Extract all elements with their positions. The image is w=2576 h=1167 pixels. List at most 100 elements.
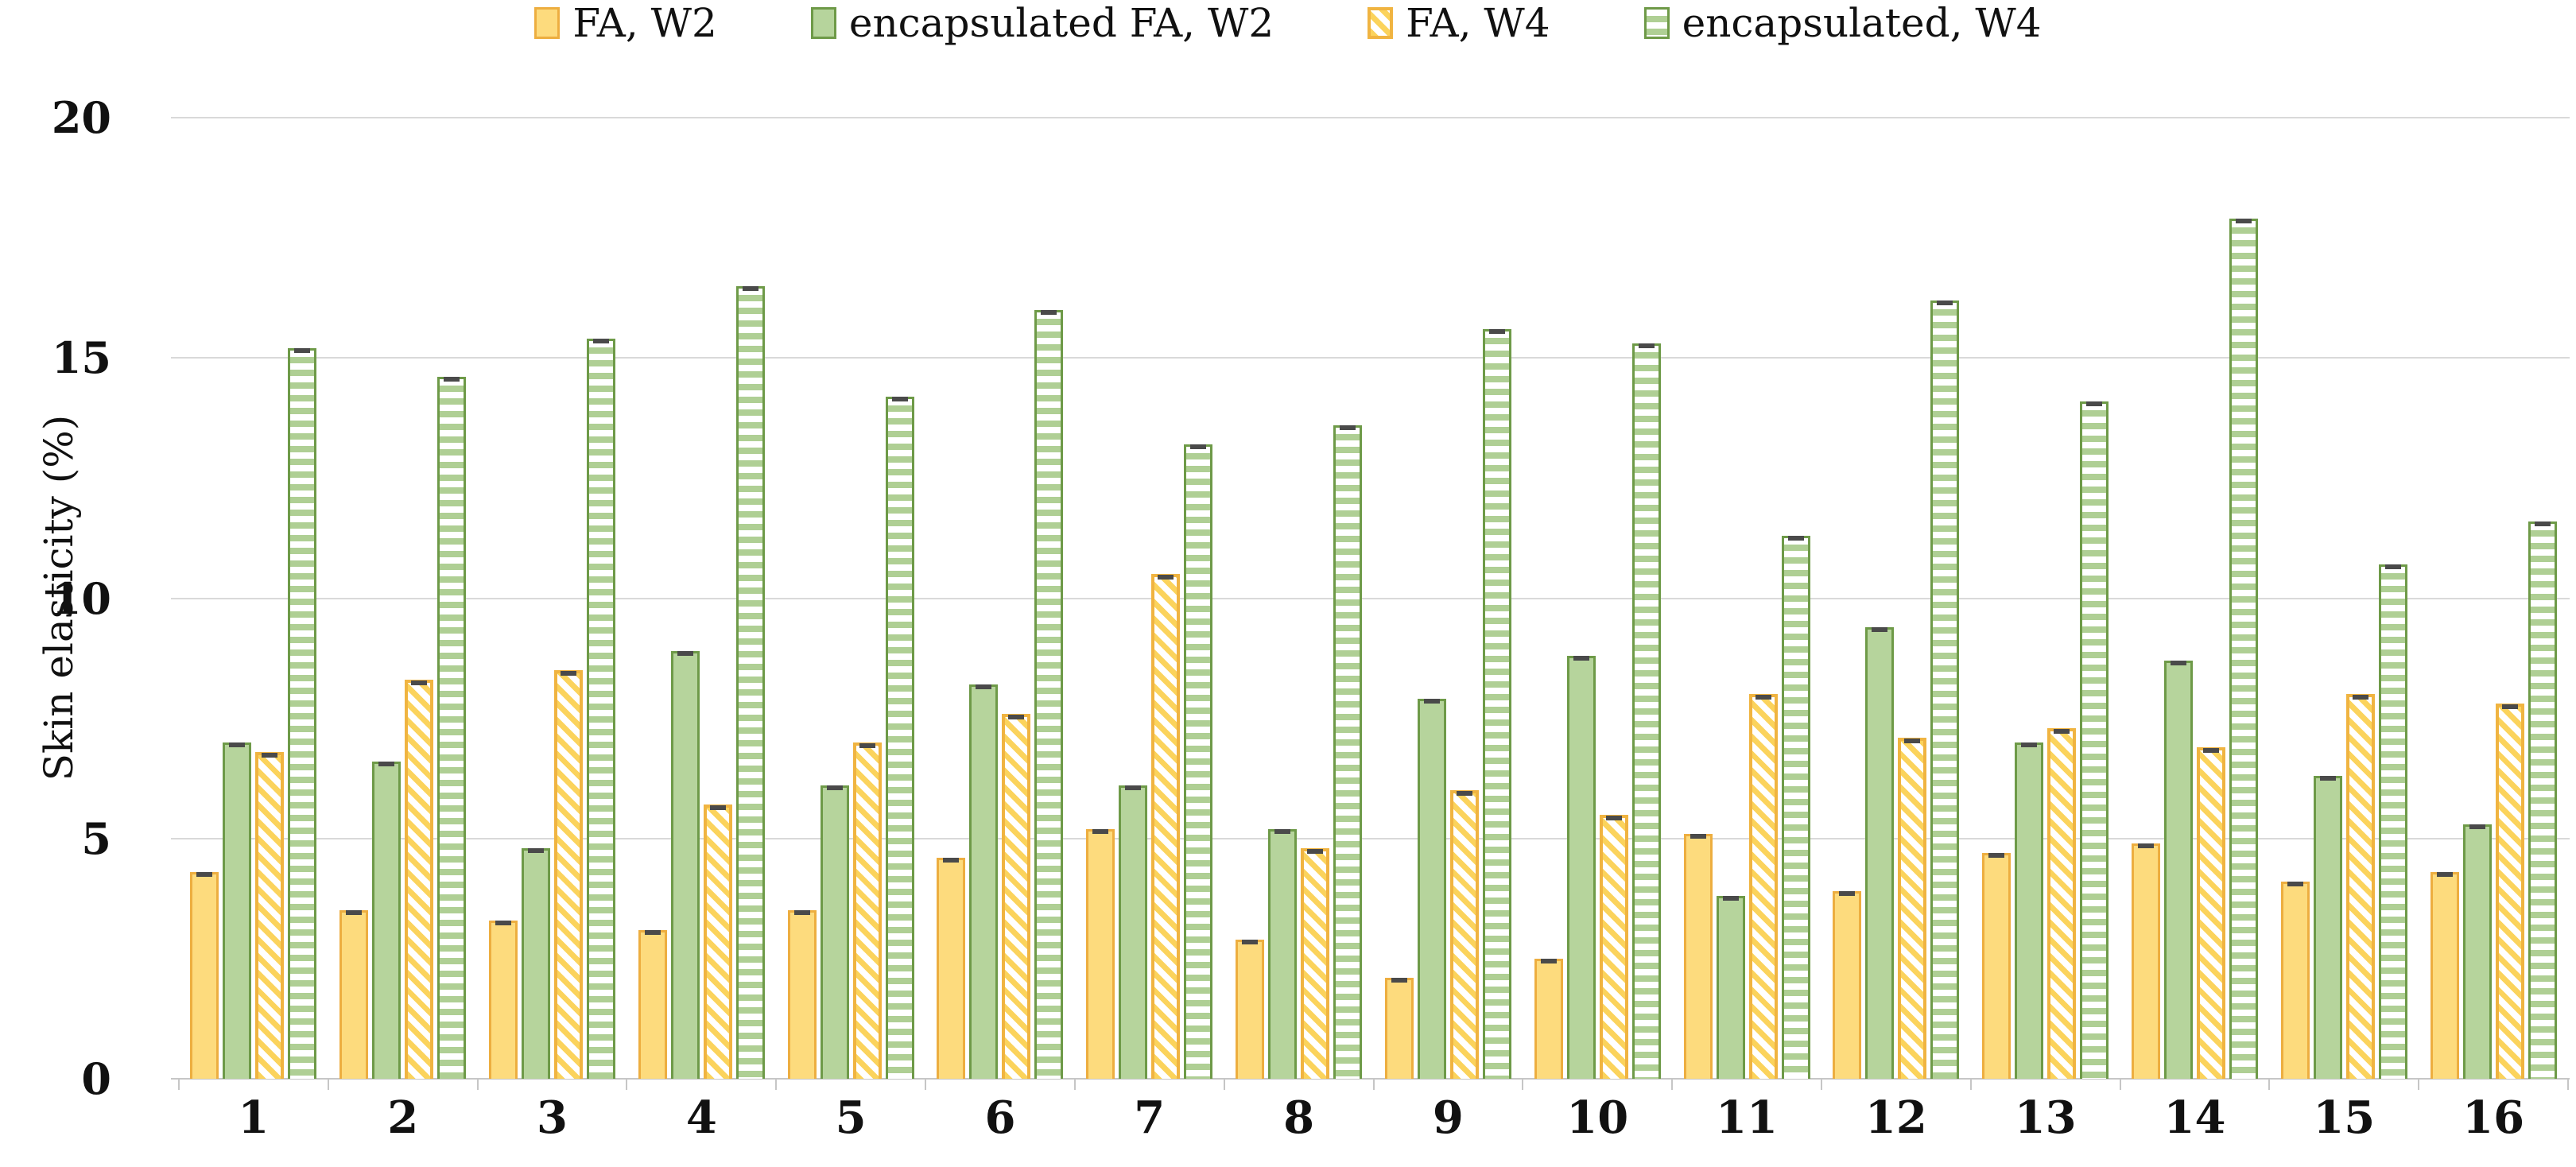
error-cap (2319, 776, 2336, 781)
plot-area: 0 5 10 15 20 (52, 96, 2570, 1100)
bar (1184, 444, 1213, 1079)
gridline-20 (171, 117, 2570, 118)
axis-tick-mark (2119, 1079, 2121, 1090)
bar (1982, 853, 2012, 1079)
x-tick-label: 8 (1283, 1091, 1315, 1144)
axis-tick-mark (327, 1079, 329, 1090)
legend-label: FA, W4 (1406, 0, 1550, 46)
bar (554, 670, 584, 1079)
error-cap (1755, 695, 1771, 700)
bar (339, 910, 369, 1079)
x-tick-label: 2 (387, 1091, 419, 1144)
error-cap (378, 762, 395, 766)
bar (670, 651, 700, 1079)
error-cap (229, 742, 246, 747)
bar (2462, 824, 2492, 1079)
error-cap (1274, 829, 1291, 834)
axis-tick-mark (775, 1079, 778, 1090)
solid-yellow-swatch-icon (534, 7, 561, 39)
error-cap (826, 785, 843, 790)
bar (2080, 401, 2109, 1079)
error-cap (2137, 843, 2154, 848)
error-cap (528, 848, 545, 853)
bar (2163, 661, 2193, 1079)
error-cap (1787, 536, 1804, 541)
y-tick-label: 15 (51, 332, 111, 384)
error-cap (294, 348, 311, 353)
x-tick-label: 13 (2014, 1091, 2077, 1144)
bar (1268, 829, 1298, 1079)
bar (1865, 627, 1895, 1079)
error-cap (2054, 729, 2070, 734)
bar-group-13 (1971, 118, 2120, 1079)
bar (489, 921, 518, 1079)
axis-tick-mark (1372, 1079, 1375, 1090)
bar-group-4 (627, 118, 776, 1079)
bar (1236, 940, 1265, 1079)
bar (1417, 699, 1446, 1079)
error-cap (1092, 829, 1109, 834)
bar-group-5 (776, 118, 925, 1079)
error-cap (346, 910, 363, 915)
bar (437, 377, 467, 1079)
legend-label: FA, W2 (572, 0, 717, 46)
bar (1333, 425, 1363, 1079)
error-cap (1839, 891, 1856, 896)
error-cap (1605, 816, 1622, 820)
x-tick-label: 14 (2163, 1091, 2226, 1144)
bar (1566, 656, 1596, 1079)
bar (2047, 728, 2077, 1079)
x-tick-label: 11 (1716, 1091, 1778, 1144)
bar-group-14 (2120, 118, 2270, 1079)
error-cap (742, 286, 758, 291)
error-cap (1307, 849, 1324, 854)
bar (1086, 829, 1115, 1079)
bar-groups (179, 118, 2568, 1079)
bar (1683, 834, 1713, 1079)
legend-item: encapsulated, W4 (1643, 3, 2042, 43)
error-cap (2235, 219, 2252, 223)
x-tick-label: 1 (238, 1091, 270, 1144)
bar (522, 848, 551, 1079)
error-cap (1540, 959, 1557, 963)
error-cap (2170, 661, 2186, 665)
bar-group-16 (2419, 118, 2568, 1079)
error-cap (1988, 853, 2005, 858)
bar-group-9 (1374, 118, 1523, 1079)
bar (2430, 872, 2459, 1079)
error-cap (2436, 872, 2453, 877)
gridline-5 (171, 837, 2570, 839)
error-cap (1638, 343, 1655, 348)
bar (2196, 747, 2225, 1079)
y-tick-label: 10 (51, 572, 111, 624)
bar (223, 742, 252, 1079)
bar (1534, 959, 1563, 1079)
bar-group-7 (1075, 118, 1224, 1079)
bar-group-8 (1224, 118, 1374, 1079)
error-cap (2534, 521, 2551, 526)
error-cap (1391, 978, 1407, 983)
bar (255, 752, 285, 1079)
bar (1482, 329, 1511, 1079)
bar (1748, 694, 1778, 1079)
bar-group-6 (925, 118, 1075, 1079)
error-cap (1242, 940, 1259, 944)
axis-tick-mark (178, 1079, 180, 1090)
bar (937, 858, 966, 1079)
error-cap (2501, 704, 2518, 709)
bar (2345, 694, 2375, 1079)
bar-group-10 (1523, 118, 1672, 1079)
bar (2528, 521, 2557, 1079)
error-cap (1904, 739, 1921, 743)
bar (1930, 300, 1960, 1079)
y-tick-label: 20 (51, 92, 111, 143)
x-tick-label: 4 (685, 1091, 717, 1144)
x-tick-labels: 1 2 3 4 5 6 7 8 9 10 11 12 13 14 15 16 (179, 1095, 2568, 1140)
error-cap (644, 930, 661, 935)
bar (288, 348, 317, 1079)
hatch-yellow-swatch-icon (1368, 7, 1394, 39)
bar (2280, 882, 2310, 1079)
x-tick-label: 15 (2313, 1091, 2376, 1144)
bar (372, 762, 402, 1079)
